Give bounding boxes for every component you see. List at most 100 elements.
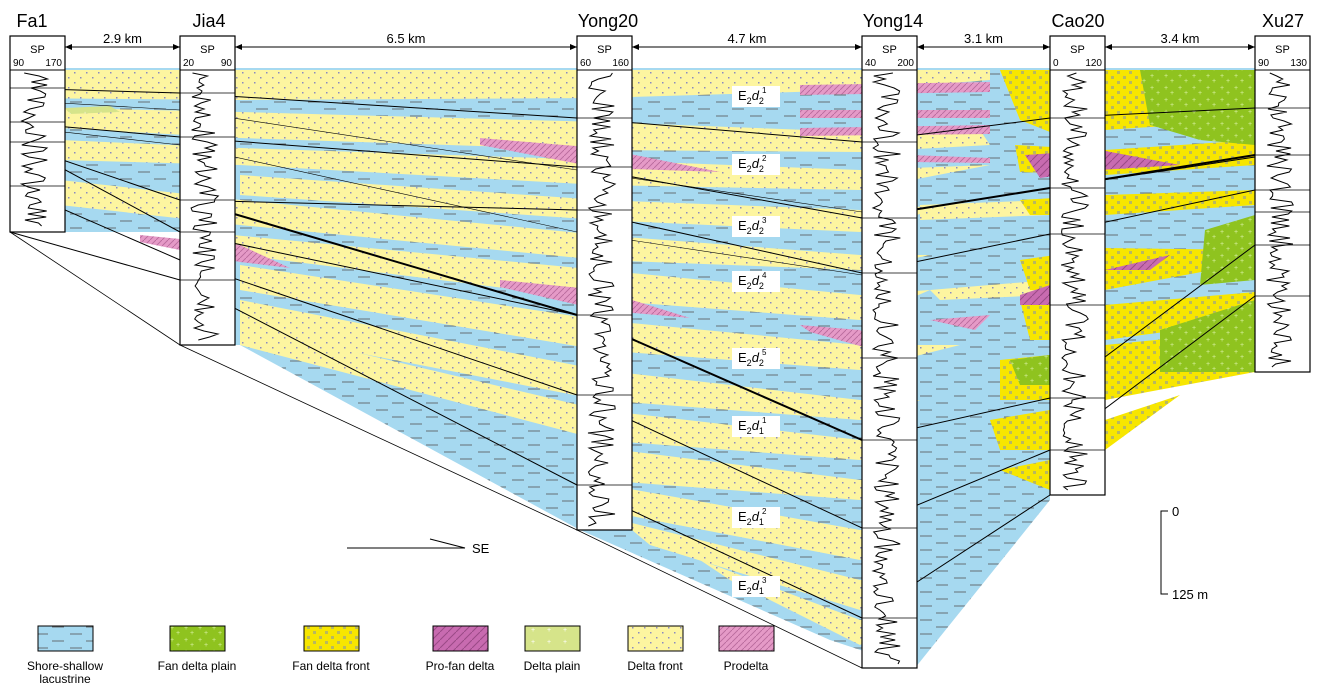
- distance-label: 3.4 km: [1160, 31, 1199, 46]
- well-range-min: 20: [183, 58, 195, 69]
- legend-swatch: [432, 625, 489, 652]
- legend-item-dfront: Delta front: [627, 625, 684, 673]
- well-range-min: 90: [13, 58, 25, 69]
- svg-text:E2d11: E2d11: [738, 416, 767, 436]
- sp-curve: [19, 72, 50, 227]
- scale-bar: 0 125 m: [1160, 504, 1208, 602]
- well-range-max: 160: [612, 58, 629, 69]
- well-log-label: SP: [1275, 44, 1290, 56]
- sp-curve: [587, 72, 617, 527]
- legend-swatch: [303, 625, 360, 652]
- legend-swatch: [524, 625, 581, 652]
- well-log-label: SP: [30, 44, 45, 56]
- unit-label: E2d21: [732, 86, 780, 107]
- sp-curve: [1266, 72, 1294, 368]
- sp-curve: [190, 72, 220, 341]
- well-column: [576, 35, 633, 531]
- distance-layer: 2.9 km 6.5 km 4.7 km 3.1 km 3.4 km: [65, 31, 1255, 50]
- well-name: Yong14: [863, 11, 923, 31]
- well-name: Jia4: [192, 11, 225, 31]
- distance-marker: 6.5 km: [235, 31, 577, 50]
- well-log-label: SP: [597, 44, 612, 56]
- unit-label: E2d25: [732, 348, 780, 369]
- svg-text:E2d23: E2d23: [738, 216, 767, 236]
- fan-delta-plain-areas: [1010, 70, 1255, 385]
- well-yong14: Yong14 SP 40 200: [861, 11, 923, 669]
- well-name: Fa1: [16, 11, 47, 31]
- well-fa1: Fa1 SP 90 170: [9, 11, 66, 233]
- well-yong20: Yong20 SP 60 160: [576, 11, 638, 531]
- legend-label-line2: lacustrine: [39, 672, 91, 686]
- legend-item-dplain: Delta plain: [524, 625, 581, 673]
- legend-swatch: [37, 625, 94, 652]
- legend-item-fanfront: Fan delta front: [292, 625, 370, 673]
- legend-item-profan: Pro-fan delta: [426, 625, 495, 673]
- well-column: [1254, 35, 1311, 373]
- legend-label: Fan delta plain: [158, 659, 237, 673]
- distance-label: 4.7 km: [727, 31, 766, 46]
- well-range-min: 0: [1053, 58, 1059, 69]
- unit-label: E2d23: [732, 216, 780, 237]
- legend-item-prodelta: Prodelta: [718, 625, 775, 673]
- svg-text:E2d21: E2d21: [738, 86, 767, 106]
- distance-label: 2.9 km: [103, 31, 142, 46]
- well-jia4: Jia4 SP 20 90: [179, 11, 236, 346]
- distance-label: 3.1 km: [964, 31, 1003, 46]
- delta-plain-areas: [65, 106, 120, 114]
- well-range-min: 90: [1258, 58, 1270, 69]
- svg-text:E2d13: E2d13: [738, 576, 767, 596]
- well-name: Xu27: [1262, 11, 1304, 31]
- svg-text:E2d25: E2d25: [738, 348, 767, 368]
- legend-label: Delta plain: [524, 659, 581, 673]
- svg-text:E2d12: E2d12: [738, 507, 767, 527]
- well-range-max: 170: [45, 58, 62, 69]
- well-log-label: SP: [1070, 44, 1085, 56]
- well-range-max: 130: [1290, 58, 1307, 69]
- well-log-label: SP: [200, 44, 215, 56]
- distance-marker: 4.7 km: [632, 31, 862, 50]
- sp-curve: [1060, 72, 1090, 491]
- legend-swatch: [627, 625, 684, 652]
- well-range-max: 120: [1085, 58, 1102, 69]
- well-cao20: Cao20 SP 0 120: [1049, 11, 1106, 496]
- well-range-min: 60: [580, 58, 592, 69]
- legend-swatch: [169, 625, 226, 652]
- well-column: [179, 35, 236, 346]
- legend-label: Delta front: [627, 659, 683, 673]
- unit-label: E2d13: [732, 576, 780, 597]
- legend-label: Shore-shallow: [27, 659, 103, 673]
- well-xu27: Xu27 SP 90 130: [1254, 11, 1311, 373]
- scale-top-label: 0: [1172, 504, 1179, 519]
- distance-marker: 3.1 km: [917, 31, 1050, 50]
- legend-swatch: [718, 625, 775, 652]
- unit-label: E2d11: [732, 416, 780, 437]
- svg-text:E2d22: E2d22: [738, 154, 767, 174]
- unit-label: E2d12: [732, 507, 780, 528]
- wells-layer: Fa1 SP 90 170 Jia4 SP 20 90 Yong20 SP 60 160 Yong14 S…: [9, 11, 1311, 669]
- unit-label: E2d22: [732, 154, 780, 175]
- distance-marker: 3.4 km: [1105, 31, 1255, 50]
- direction-indicator: SE: [347, 538, 490, 556]
- distance-marker: 2.9 km: [65, 31, 180, 50]
- well-name: Yong20: [578, 11, 638, 31]
- well-range-max: 200: [897, 58, 914, 69]
- well-name: Cao20: [1051, 11, 1104, 31]
- svg-text:E2d24: E2d24: [738, 271, 767, 291]
- direction-label: SE: [472, 541, 490, 556]
- legend-label: Pro-fan delta: [426, 659, 495, 673]
- scale-bottom-label: 125 m: [1172, 587, 1208, 602]
- well-range-max: 90: [221, 58, 233, 69]
- legend-label: Prodelta: [724, 659, 769, 673]
- distance-label: 6.5 km: [386, 31, 425, 46]
- unit-label: E2d24: [732, 271, 780, 292]
- sp-curve: [871, 72, 901, 665]
- well-log-label: SP: [882, 44, 897, 56]
- legend-label: Fan delta front: [292, 659, 370, 673]
- unit-labels-layer: E2d21 E2d22 E2d23 E2d24 E2d25 E2d11 E2d12 E2d13: [732, 86, 780, 597]
- well-range-min: 40: [865, 58, 877, 69]
- legend-item-fanplain: Fan delta plain: [158, 625, 237, 673]
- well-column: [1049, 35, 1106, 496]
